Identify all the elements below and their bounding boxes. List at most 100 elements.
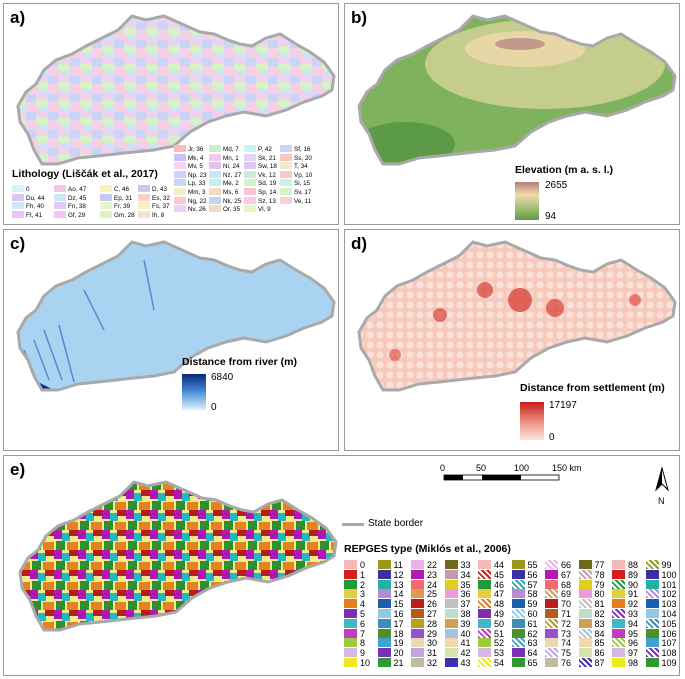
legend-label: Si, 15 [294, 180, 311, 188]
legend-label: 95 [628, 628, 639, 639]
legend-label: 37 [460, 599, 471, 610]
repges-legend-item: 34 [444, 569, 471, 581]
legend-label: 6 [360, 618, 366, 629]
legend-label: Lp, 33 [188, 180, 206, 188]
repges-legend-item: 10 [344, 658, 370, 669]
repges-legend-item: 96 [612, 638, 638, 649]
legend-label: 83 [594, 618, 605, 629]
legend-swatch [612, 579, 625, 589]
repges-legend-item: 111 [679, 570, 680, 581]
repges-legend-item: 27 [411, 609, 437, 620]
legend-swatch [578, 599, 592, 609]
repges-legend-item: 4 [344, 599, 365, 610]
repges-legend-item: 63 [511, 638, 538, 649]
legend-swatch [344, 618, 357, 628]
lithology-legend-item: Fs, 37 [138, 202, 170, 211]
repges-legend-item: 93 [612, 609, 638, 620]
legend-swatch [645, 579, 659, 589]
legend-label: Fr, 39 [114, 203, 131, 211]
legend-label: Mm, 3 [188, 189, 206, 196]
legend-label: Me, 2 [223, 180, 239, 188]
repges-legend-item: 118 [679, 638, 680, 649]
repges-legend-item: 28 [411, 618, 437, 630]
legend-label: 79 [594, 579, 605, 590]
legend-label: 8 [360, 638, 366, 649]
legend-label: Ng, 22 [188, 197, 207, 205]
repges-legend-item: 79 [578, 579, 605, 591]
repges-legend-item: 21 [377, 658, 404, 669]
legend-label: Ao, 47 [68, 186, 87, 193]
legend-swatch [444, 599, 458, 609]
legend-swatch [645, 658, 659, 667]
repges-legend-item: 72 [545, 618, 571, 630]
lithology-legend-item: P, 42 [244, 145, 272, 154]
repges-legend-item: 110 [679, 560, 680, 571]
settlement-legend-title: Distance from settlement (m) [520, 382, 665, 394]
repges-legend-item: 70 [545, 599, 571, 610]
repges-legend-item: 82 [578, 609, 605, 620]
legend-label: Sf, 16 [294, 146, 311, 153]
legend-swatch [411, 560, 424, 569]
legend-label: D, 43 [152, 186, 168, 193]
lithology-legend-item: Mn, 1 [209, 153, 239, 163]
repges-legend-item: 102 [645, 589, 677, 600]
legend-swatch [545, 658, 558, 667]
legend-label: 94 [628, 618, 639, 629]
legend-swatch [244, 145, 256, 152]
legend-label: 15 [393, 599, 404, 610]
legend-label: 77 [594, 560, 605, 570]
lithology-legend-item: Nv, 26 [174, 205, 206, 214]
lithology-legend-item: Ep, 31 [100, 193, 133, 203]
legend-swatch [645, 648, 659, 658]
legend-swatch [679, 609, 680, 618]
repges-legend-item: 44 [478, 560, 504, 571]
repges-legend-item: 31 [411, 648, 437, 659]
legend-swatch [578, 560, 592, 569]
legend-swatch [280, 162, 292, 170]
legend-label: Gf, 29 [68, 211, 86, 219]
legend-swatch [174, 196, 186, 204]
legend-swatch [679, 589, 680, 598]
repges-legend-item: 99 [645, 560, 672, 571]
legend-label: 42 [460, 648, 471, 659]
legend-label: 65 [527, 658, 538, 668]
lithology-legend-item: Nk, 25 [209, 196, 241, 206]
legend-label: Sv, 17 [294, 189, 312, 196]
lithology-legend-item: Ni, 24 [209, 162, 239, 171]
legend-swatch [411, 658, 424, 667]
legend-swatch [545, 569, 558, 579]
elevation-ramp [515, 182, 539, 220]
panel-label: e) [10, 460, 26, 479]
legend-label: 0 [360, 560, 366, 570]
legend-label: Sp, 14 [258, 189, 277, 196]
repges-legend-item: 37 [444, 599, 471, 610]
repges-legend-item: 80 [578, 589, 605, 600]
legend-swatch [511, 589, 525, 599]
legend-label: 57 [527, 579, 538, 590]
legend-swatch [578, 628, 592, 638]
legend-label: 89 [628, 569, 639, 580]
legend-label: Ep, 31 [114, 194, 133, 202]
legend-swatch [612, 648, 625, 658]
repges-legend-item: 35 [444, 579, 471, 591]
lithology-legend-item: D, 43 [138, 185, 167, 194]
legend-swatch [344, 579, 357, 589]
legend-swatch [54, 210, 66, 218]
legend-swatch [100, 185, 112, 192]
repges-legend-item: 56 [511, 569, 538, 581]
repges-legend-item: 89 [612, 569, 639, 581]
legend-label: Du, 44 [26, 194, 45, 202]
lithology-legend-item: Np, 23 [174, 170, 207, 180]
repges-legend-item: 120 [679, 658, 680, 669]
repges-legend-item: 65 [511, 658, 538, 669]
legend-label: Ms, 6 [223, 189, 239, 196]
legend-label: Md, 7 [223, 146, 239, 153]
legend-swatch [444, 609, 458, 618]
river-ramp [182, 374, 206, 410]
repges-legend-item: 15 [377, 599, 404, 610]
lithology-legend-item: Vl, 9 [244, 205, 271, 214]
legend-swatch [280, 170, 292, 178]
legend-swatch [679, 629, 680, 638]
legend-swatch [478, 638, 491, 648]
lithology-legend-item: Sk, 21 [244, 153, 276, 163]
